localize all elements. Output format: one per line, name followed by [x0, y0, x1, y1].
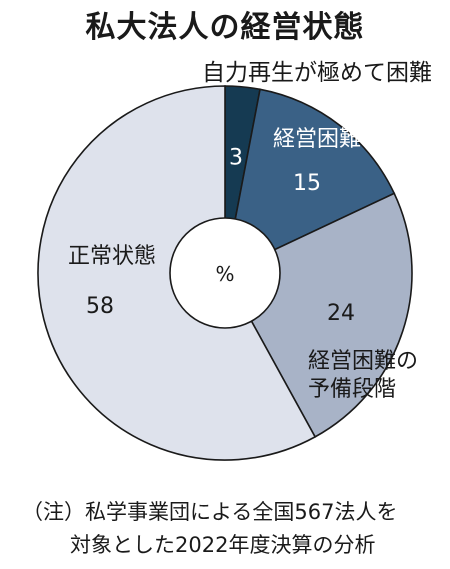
- donut-hole: [169, 217, 281, 329]
- slice-label-difficulty-preliminary-line2: 予備段階: [308, 377, 396, 402]
- slice-value-difficulty-preliminary: 24: [327, 301, 355, 326]
- footnote-line-2: 対象とした2022年度決算の分析: [70, 533, 376, 557]
- footnote-line-1: （注）私学事業団による全国567法人を: [22, 500, 398, 524]
- slice-label-normal: 正常状態: [68, 244, 156, 269]
- slice-label-self-rebuild-difficult: 自力再生が極めて困難: [202, 60, 432, 86]
- slice-label-difficulty-preliminary-line1: 経営困難の: [308, 349, 418, 374]
- slice-value-self-rebuild-difficult: 3: [229, 146, 243, 171]
- slice-value-management-difficult: 15: [293, 171, 321, 196]
- footnote: （注）私学事業団による全国567法人を 対象とした2022年度決算の分析: [22, 496, 442, 562]
- slice-value-normal: 58: [86, 294, 114, 319]
- unit-label: %: [215, 262, 234, 286]
- chart-title: 私大法人の経営状態: [85, 10, 365, 45]
- slice-management-difficult: [223, 88, 396, 275]
- slice-label-management-difficult: 経営困難な状況: [273, 127, 427, 152]
